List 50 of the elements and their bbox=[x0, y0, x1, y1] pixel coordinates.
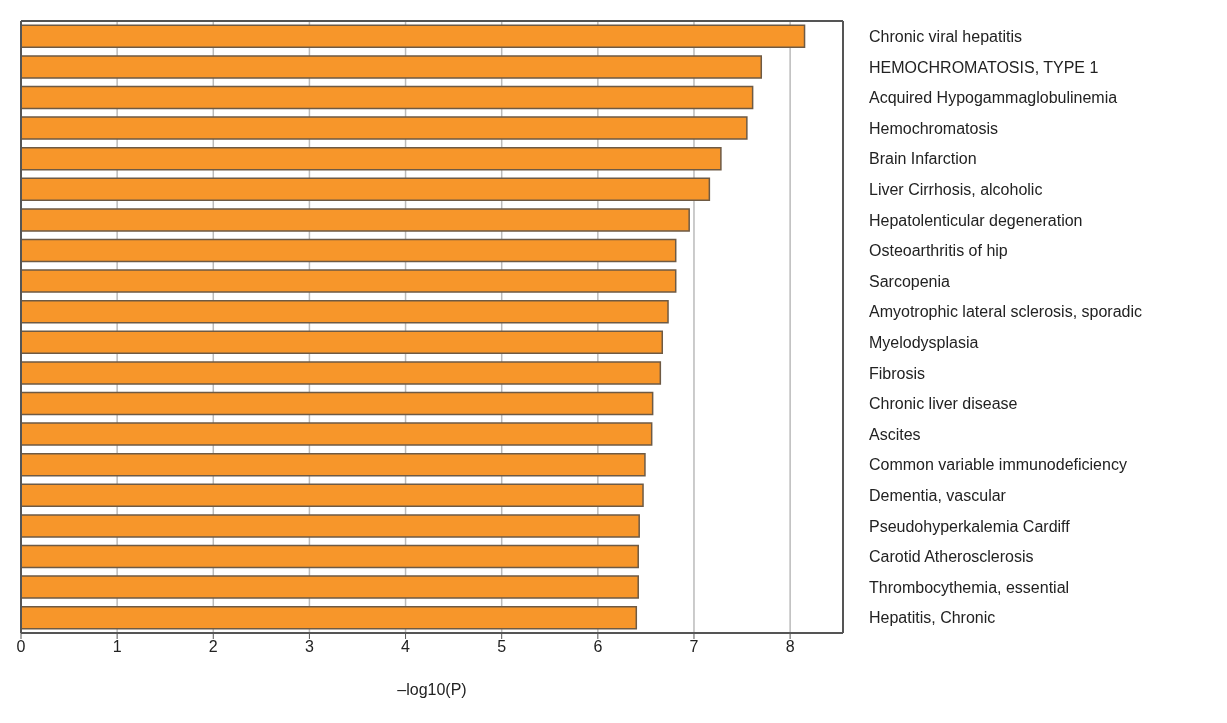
y-tick-label: HEMOCHROMATOSIS, TYPE 1 bbox=[869, 58, 1099, 76]
y-tick-label: Hepatitis, Chronic bbox=[869, 609, 996, 627]
x-tick-label: 1 bbox=[112, 638, 122, 656]
bar bbox=[21, 452, 646, 477]
bar bbox=[21, 299, 669, 324]
y-tick-label: Brain Infarction bbox=[869, 150, 977, 168]
y-tick-label: Chronic viral hepatitis bbox=[869, 27, 1022, 45]
x-tick-label: 4 bbox=[401, 638, 411, 656]
y-tick-label: Fibrosis bbox=[869, 364, 926, 382]
bar bbox=[21, 422, 653, 446]
bar bbox=[21, 391, 654, 416]
bar bbox=[21, 330, 664, 355]
bar bbox=[21, 85, 754, 110]
x-tick-label: 0 bbox=[16, 638, 26, 656]
bar bbox=[21, 483, 644, 508]
x-tick-label: 5 bbox=[497, 638, 507, 656]
x-tick-label: 7 bbox=[689, 638, 699, 656]
bar bbox=[21, 514, 640, 538]
y-tick-label: Sarcopenia bbox=[869, 272, 951, 290]
bar bbox=[21, 116, 748, 140]
y-tick-label: Pseudohyperkalemia Cardiff bbox=[869, 517, 1071, 535]
bar bbox=[21, 575, 639, 599]
bar bbox=[21, 544, 639, 569]
bar bbox=[21, 605, 638, 630]
y-tick-label: Carotid Atherosclerosis bbox=[869, 548, 1034, 566]
y-tick-label: Liver Cirrhosis, alcoholic bbox=[869, 180, 1043, 198]
x-tick-label: 2 bbox=[208, 638, 218, 656]
x-tick-label: 8 bbox=[785, 638, 795, 656]
y-tick-label: Dementia, vascular bbox=[869, 486, 1007, 504]
y-tick-label: Thrombocythemia, essential bbox=[869, 578, 1070, 596]
y-tick-label: Common variable immunodeficiency bbox=[869, 456, 1127, 474]
bar bbox=[21, 146, 722, 171]
y-tick-label: Hepatolenticular degeneration bbox=[869, 211, 1083, 229]
bar bbox=[21, 208, 690, 232]
x-tick-label: 3 bbox=[304, 638, 314, 656]
bar bbox=[21, 269, 677, 293]
y-tick-label: Acquired Hypogammaglobulinemia bbox=[869, 89, 1118, 107]
y-tick-label: Osteoarthritis of hip bbox=[869, 242, 1008, 260]
y-tick-label: Hemochromatosis bbox=[869, 119, 998, 137]
bar bbox=[21, 177, 711, 202]
y-tick-label: Chronic liver disease bbox=[869, 395, 1018, 413]
bar bbox=[21, 24, 806, 49]
x-axis-title: –log10(P) bbox=[397, 681, 467, 698]
bar bbox=[21, 238, 677, 263]
bar bbox=[21, 361, 662, 385]
bar bbox=[21, 55, 763, 79]
y-tick-label: Amyotrophic lateral sclerosis, sporadic bbox=[869, 303, 1142, 321]
x-tick-label: 6 bbox=[593, 638, 603, 656]
y-tick-label: Myelodysplasia bbox=[869, 333, 979, 351]
y-tick-label: Ascites bbox=[869, 425, 921, 443]
